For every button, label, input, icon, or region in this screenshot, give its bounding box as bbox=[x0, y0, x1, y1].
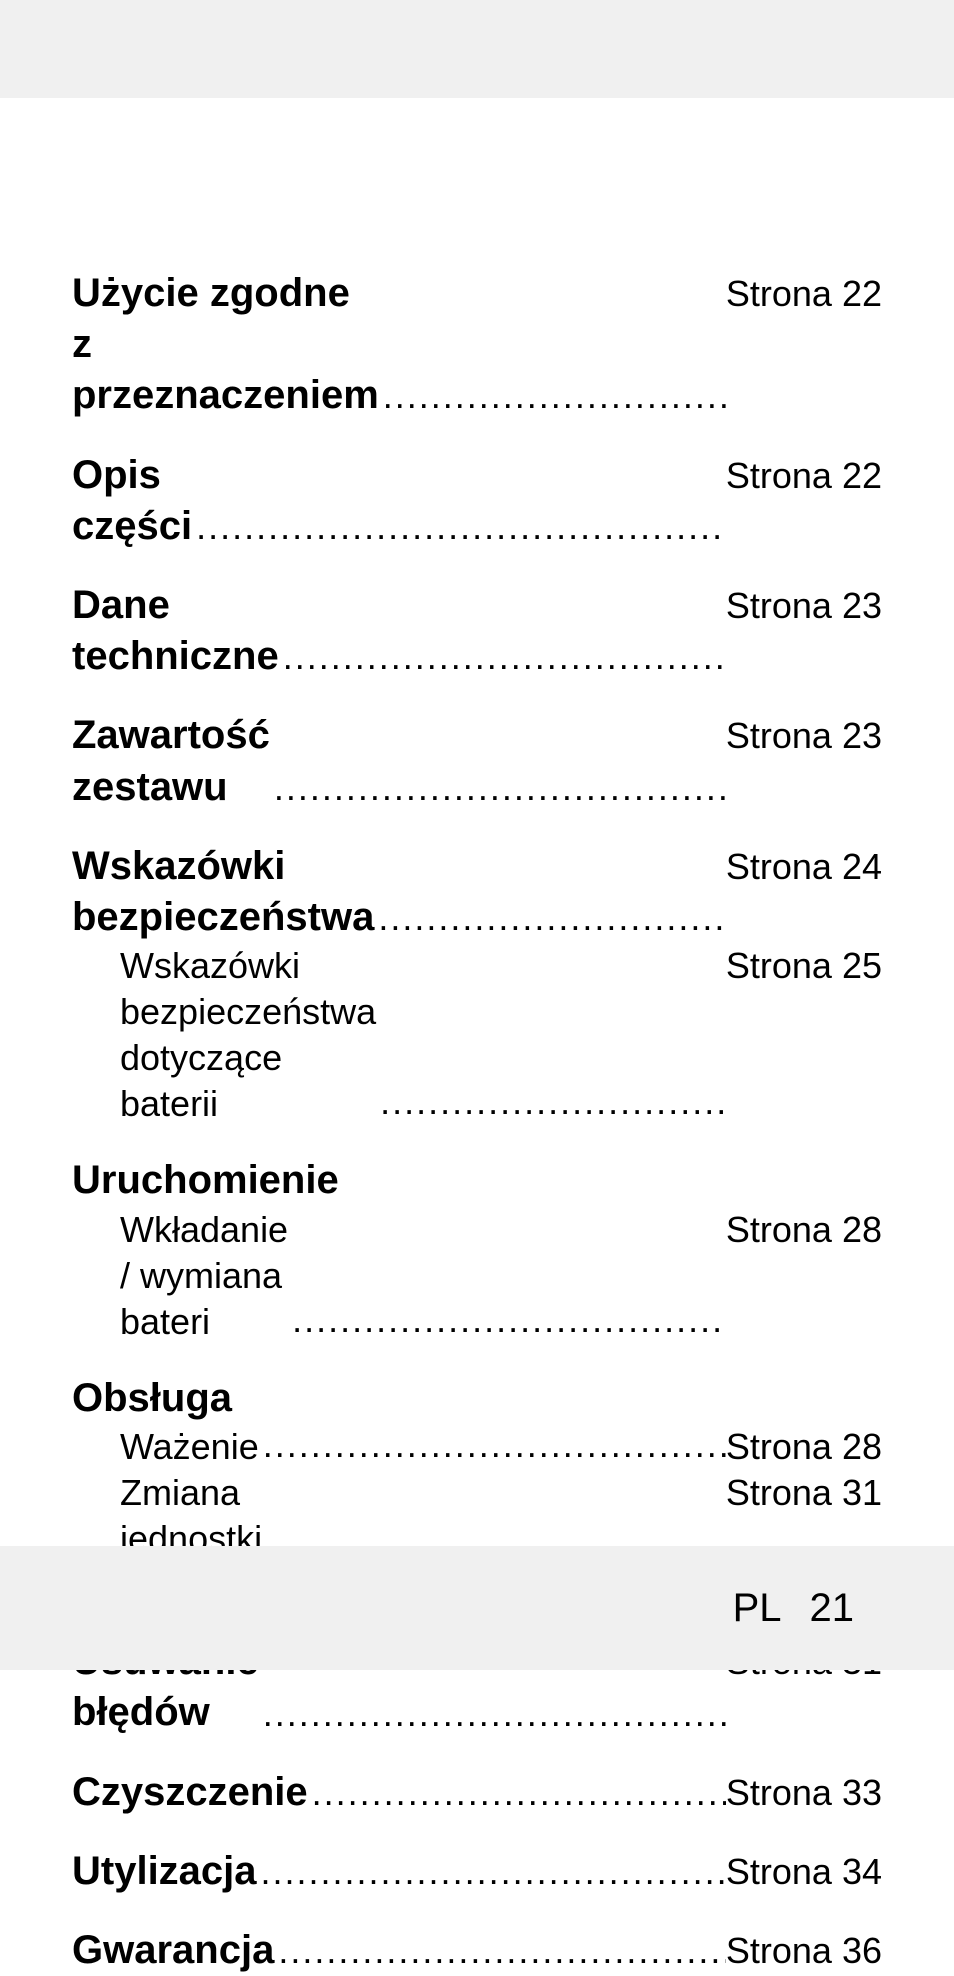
toc-group: Opis części Strona22 bbox=[72, 450, 882, 552]
toc-entry: Wskazówki bezpieczeństwa Strona24 bbox=[72, 841, 882, 943]
toc-page-label: Strona bbox=[726, 1470, 832, 1516]
toc-page-label: Strona bbox=[726, 1770, 832, 1816]
toc-title: Użycie zgodne z przeznaczeniem bbox=[72, 268, 379, 422]
toc-page-number: 23 bbox=[842, 713, 882, 759]
toc-leader bbox=[274, 1928, 726, 1974]
toc-entry: Zawartość zestawu Strona23 bbox=[72, 710, 882, 812]
toc-heading: Uruchomienie bbox=[72, 1155, 882, 1206]
footer-language: PL bbox=[733, 1586, 782, 1631]
toc-title: Wskazówki bezpieczeństwa bbox=[72, 841, 374, 943]
toc-group: Wskazówki bezpieczeństwaStrona24Wskazówk… bbox=[72, 841, 882, 1128]
toc-group: Dane techniczne Strona23 bbox=[72, 580, 882, 682]
toc-title: Czyszczenie bbox=[72, 1767, 308, 1818]
toc-page-number: 36 bbox=[842, 1928, 882, 1974]
toc-page-label: Strona bbox=[726, 943, 832, 989]
toc-page-number: 33 bbox=[842, 1770, 882, 1816]
toc-page-label: Strona bbox=[726, 583, 832, 629]
toc-entry: Opis części Strona22 bbox=[72, 450, 882, 552]
toc-group: Użycie zgodne z przeznaczeniem Strona22 bbox=[72, 268, 882, 422]
toc-page-label: Strona bbox=[726, 713, 832, 759]
toc-page-label: Strona bbox=[726, 1928, 832, 1974]
toc-title: Utylizacja bbox=[72, 1846, 257, 1897]
toc-page-label: Strona bbox=[726, 271, 832, 317]
toc-title: Gwarancja bbox=[72, 1925, 274, 1976]
toc-subentry: Wskazówki bezpieczeństwa dotyczące bater… bbox=[72, 943, 882, 1127]
toc-leader bbox=[270, 765, 726, 811]
toc-subtitle: Wkładanie / wymiana bateri bbox=[120, 1207, 288, 1345]
toc-group: UruchomienieWkładanie / wymiana bateri St… bbox=[72, 1155, 882, 1344]
toc-title: Dane techniczne bbox=[72, 580, 279, 682]
toc-page-number: 22 bbox=[842, 271, 882, 317]
toc-leader bbox=[374, 895, 726, 941]
toc-group: Zawartość zestawu Strona23 bbox=[72, 710, 882, 812]
toc-page-label: Strona bbox=[726, 453, 832, 499]
toc-leader bbox=[257, 1849, 726, 1895]
toc-page-number: 25 bbox=[842, 943, 882, 989]
toc-subtitle: Wskazówki bezpieczeństwa dotyczące bater… bbox=[120, 943, 376, 1127]
toc-page-number: 23 bbox=[842, 583, 882, 629]
toc-title: Opis części bbox=[72, 450, 192, 552]
toc-page-label: Strona bbox=[726, 1424, 832, 1470]
toc-page-number: 31 bbox=[842, 1470, 882, 1516]
toc-group: Gwarancja Strona36 bbox=[72, 1925, 882, 1976]
toc-subentry: Ważenie Strona28 bbox=[72, 1424, 882, 1470]
toc-entry: Czyszczenie Strona33 bbox=[72, 1767, 882, 1818]
toc-page-number: 22 bbox=[842, 453, 882, 499]
footer-band: PL 21 bbox=[0, 1546, 954, 1670]
toc-page-label: Strona bbox=[726, 1849, 832, 1895]
toc-leader bbox=[308, 1770, 726, 1816]
toc-page-number: 28 bbox=[842, 1207, 882, 1253]
toc-entry: Gwarancja Strona36 bbox=[72, 1925, 882, 1976]
toc-heading: Obsługa bbox=[72, 1373, 882, 1424]
footer-page-number: 21 bbox=[810, 1586, 855, 1631]
toc-group: Utylizacja Strona34 bbox=[72, 1846, 882, 1897]
table-of-contents: Użycie zgodne z przeznaczeniemStrona22Op… bbox=[0, 98, 954, 1976]
toc-subtitle: Ważenie bbox=[120, 1424, 259, 1470]
toc-leader bbox=[279, 634, 726, 680]
header-band bbox=[0, 0, 954, 98]
toc-leader bbox=[192, 504, 726, 550]
toc-entry: Dane techniczne Strona23 bbox=[72, 580, 882, 682]
toc-page-label: Strona bbox=[726, 1207, 832, 1253]
toc-page-number: 24 bbox=[842, 844, 882, 890]
toc-entry: Utylizacja Strona34 bbox=[72, 1846, 882, 1897]
toc-page-number: 28 bbox=[842, 1424, 882, 1470]
toc-leader bbox=[288, 1297, 726, 1343]
toc-title: Zawartość zestawu bbox=[72, 710, 270, 812]
toc-leader bbox=[259, 1691, 726, 1737]
toc-subentry: Wkładanie / wymiana bateri Strona28 bbox=[72, 1207, 882, 1345]
toc-leader bbox=[376, 1079, 726, 1125]
toc-leader bbox=[379, 373, 726, 419]
toc-entry: Użycie zgodne z przeznaczeniem Strona22 bbox=[72, 268, 882, 422]
toc-page-label: Strona bbox=[726, 844, 832, 890]
toc-page-number: 34 bbox=[842, 1849, 882, 1895]
toc-group: Czyszczenie Strona33 bbox=[72, 1767, 882, 1818]
toc-leader bbox=[259, 1422, 726, 1468]
